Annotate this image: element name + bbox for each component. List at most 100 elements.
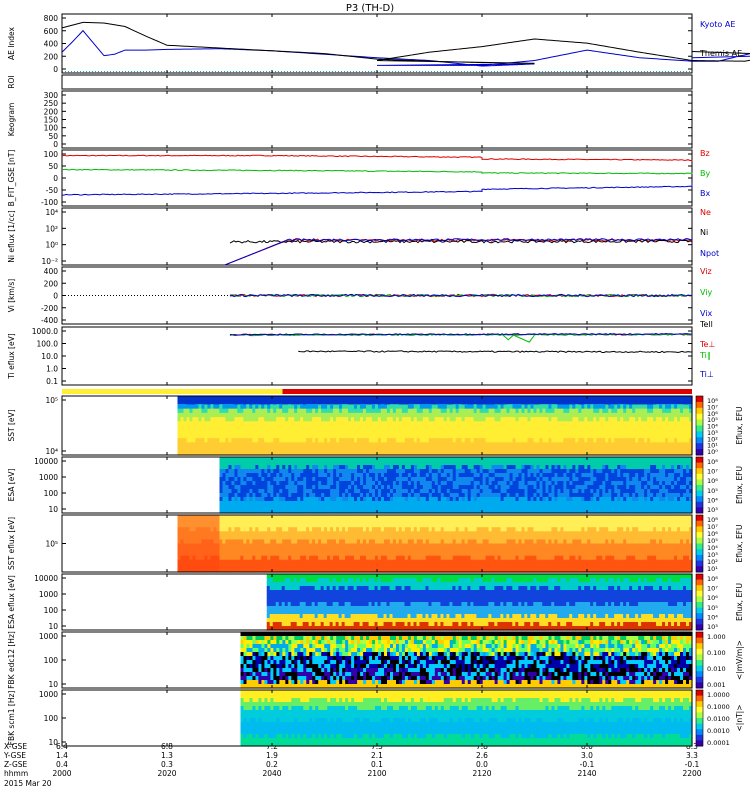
esa_ion-cell (542, 473, 547, 478)
sst_ion-cell (255, 425, 259, 431)
esa_ion-cell (434, 505, 439, 510)
esa_ion-cell (458, 505, 463, 510)
esa_ion-cell (593, 501, 597, 506)
esa_ion-cell (306, 469, 310, 474)
sst_ion-cell (680, 446, 684, 452)
esa_ion-cell (611, 509, 615, 514)
esa_ion-cell (674, 477, 678, 482)
sst_ion-cell (180, 442, 185, 448)
esa_ion-cell (458, 477, 463, 482)
esa_ion-cell (677, 481, 681, 486)
esa_ion-cell (380, 477, 385, 482)
sst_ion-cell (590, 425, 594, 431)
esa_ion-cell (303, 493, 307, 498)
sst_ion-cell (413, 404, 418, 410)
esa_ion-colorbar-step (696, 485, 703, 492)
esa_ion-cell (348, 481, 352, 486)
esa_ion-cell (410, 501, 415, 506)
esa_ion-cell (503, 469, 508, 474)
esa_ion-cell (593, 489, 597, 494)
sst_ion-cell (345, 442, 349, 448)
esa_ion-cell (518, 461, 523, 466)
esa_ion-cell (464, 457, 469, 462)
esa_ion-cell (656, 505, 660, 510)
sst_ion-cell (569, 446, 573, 452)
esa_ion-cell (689, 477, 693, 482)
sst_ion-cell (521, 438, 526, 443)
sst_ion-cell (434, 429, 439, 435)
sst_ion-colorbar-tick: 10⁶ (707, 410, 718, 418)
esa_ion-cell (407, 497, 412, 502)
esa_ion-cell (342, 505, 346, 510)
sst_ion-cell (392, 429, 397, 435)
sst_ion-cell (491, 442, 496, 448)
esa_ion-cell (674, 469, 678, 474)
sst_ion-cell (596, 438, 600, 443)
esa_ion-cell (653, 477, 657, 482)
sst_ion-cell (599, 421, 603, 427)
sst_ion-cell (321, 450, 325, 456)
sst_ion-cell (177, 446, 182, 452)
esa_ion-cell (470, 481, 475, 486)
sst_ion-cell (602, 433, 606, 439)
esa_ion-cell (398, 477, 403, 482)
esa_ion-cell (647, 469, 651, 474)
esa_ion-cell (363, 501, 367, 506)
sst_ion-cell (276, 446, 280, 452)
sst_ion-cell (198, 417, 203, 422)
esa_ion-cell (270, 481, 274, 486)
esa_ion-cell (650, 461, 654, 466)
sst_ion-cell (689, 450, 693, 456)
sst_ion-cell (671, 450, 675, 456)
esa_ion-cell (554, 457, 559, 462)
sst_ion-cell (294, 433, 298, 439)
esa_ion-cell (425, 493, 430, 498)
sst_ion-cell (201, 433, 206, 439)
sst_ion-cell (473, 446, 478, 452)
esa_ion-cell (398, 505, 403, 510)
esa_ion-cell (617, 477, 621, 482)
sst_ion-cell (506, 446, 511, 452)
esa_ion-cell (372, 497, 376, 502)
esa_ion-cell (581, 469, 585, 474)
esa_ion-cell (599, 457, 603, 462)
sst_ion-colorbar-tick: 10² (707, 435, 718, 443)
esa_ion-cell (530, 485, 535, 490)
esa_ion-cell (596, 485, 600, 490)
esa_ion-cell (237, 489, 242, 494)
sst_ion-cell (228, 446, 232, 452)
esa_ion-cell (231, 489, 236, 494)
sst_ion-cell (605, 446, 609, 452)
esa_ion-cell (276, 505, 280, 510)
esa_ion-cell (500, 509, 505, 514)
sst_ion-cell (345, 417, 349, 422)
esa_ion-cell (425, 461, 430, 466)
temperature-dips (502, 334, 535, 343)
esa_ion-cell (455, 497, 460, 502)
sst_ion-cell (273, 421, 277, 427)
esa_ion-cell (605, 505, 609, 510)
esa_ion-cell (458, 493, 463, 498)
sst_ion-cell (683, 429, 687, 435)
esa_ion-cell (243, 481, 248, 486)
sst_ion-cell (569, 421, 573, 427)
sst_ion-cell (653, 450, 657, 456)
sst_ion-cell (449, 408, 454, 414)
esa_ion-cell (557, 481, 562, 486)
sst_ion-cell (482, 446, 487, 452)
esa_ion-cell (383, 489, 388, 494)
esa_ion-cell (572, 481, 576, 486)
esa_ion-cell (599, 473, 603, 478)
esa_ion-cell (416, 497, 421, 502)
esa_ion-cell (434, 497, 439, 502)
sst_ion-ytick: 10⁴ (45, 447, 58, 456)
esa_ion-cell (629, 485, 633, 490)
esa_ion-cell (312, 461, 316, 466)
sst_ion-cell (350, 417, 355, 422)
esa_ion-cell (231, 481, 236, 486)
sst_ion-cell (677, 446, 681, 452)
sst_ion-cell (389, 438, 394, 443)
sst_ion-cell (659, 408, 663, 414)
sst_ion-cell (321, 408, 325, 414)
sst_ion-cell (231, 429, 235, 435)
